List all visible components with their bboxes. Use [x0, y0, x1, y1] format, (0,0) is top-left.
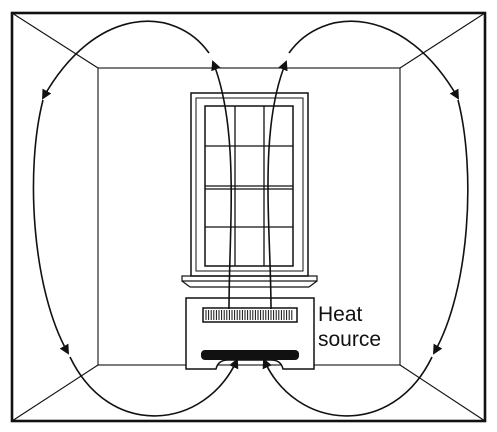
heater-grille: [205, 310, 293, 320]
corner-line-top-left: [11, 12, 99, 69]
heat-source-label-line2: source: [318, 328, 382, 351]
corner-line-bottom-left: [11, 364, 99, 422]
right-loop-arrow-top: [288, 20, 459, 100]
left-loop-arrow-wall: [32, 99, 69, 355]
heater-element: [201, 350, 299, 360]
right-loop-arrow-wall: [433, 99, 469, 355]
rising-arrow-left: [211, 60, 233, 310]
airflow-arrows: [32, 20, 469, 417]
rising-arrow-right: [267, 60, 288, 310]
right-loop-arrow-floor: [262, 356, 433, 417]
window: [190, 92, 309, 277]
corner-line-bottom-right: [399, 364, 486, 422]
back-wall: [97, 67, 401, 366]
left-loop-arrow-floor: [69, 356, 239, 417]
window-sill: [181, 275, 318, 288]
room-outer-frame: [10, 11, 487, 423]
left-loop-arrow-top: [42, 20, 210, 100]
heater: [185, 297, 315, 370]
corner-line-top-right: [399, 12, 486, 69]
heat-source-label-line1: Heat: [318, 303, 363, 326]
